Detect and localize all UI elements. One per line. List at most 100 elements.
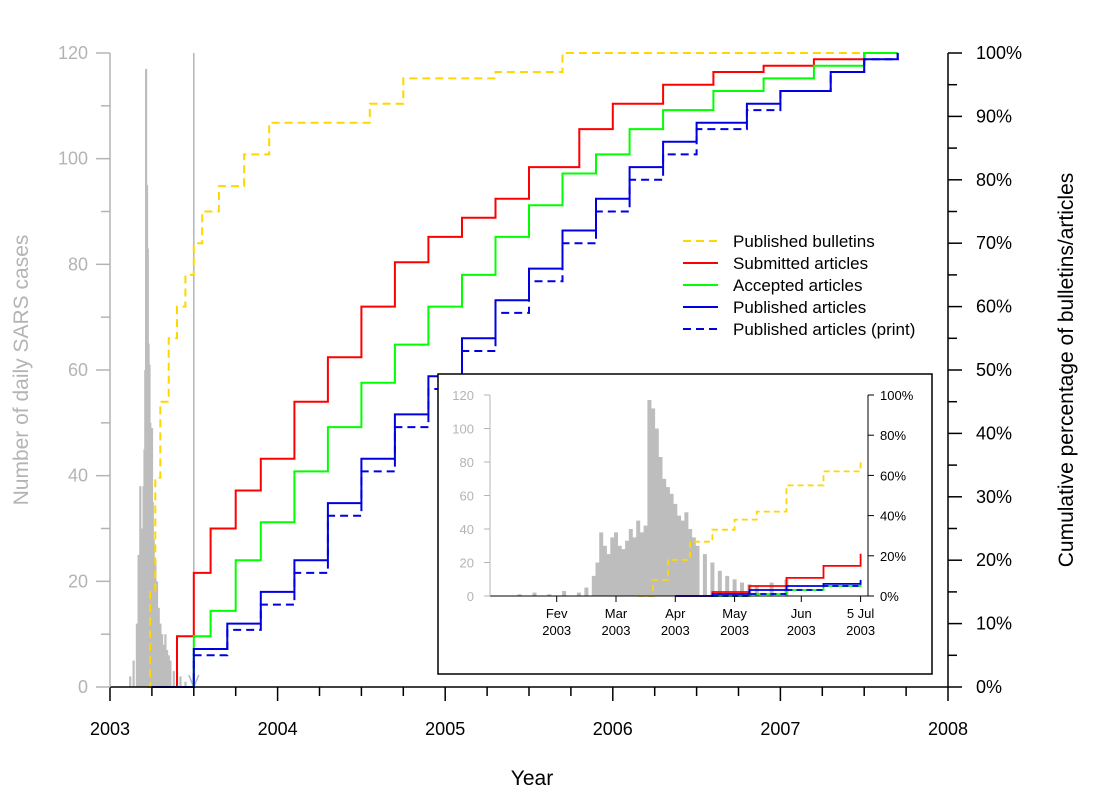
daily-case-bar <box>139 486 142 687</box>
y-right-tick-label: 60% <box>976 297 1012 317</box>
legend-label: Submitted articles <box>733 254 868 273</box>
series-line <box>146 52 898 688</box>
y-left-tick-label: 120 <box>58 43 88 63</box>
inset-daily-case-bar <box>599 532 604 596</box>
inset-daily-case-bar <box>691 537 696 596</box>
inset-x-tick-label: Jun <box>791 606 812 621</box>
inset-daily-case-bar <box>740 582 744 596</box>
inset-daily-case-bar <box>658 457 663 596</box>
inset-daily-case-bar <box>688 529 693 596</box>
daily-case-bar <box>137 554 140 687</box>
inset-x-tick-year: 2003 <box>720 623 749 638</box>
inset-daily-case-bar <box>717 570 722 596</box>
inset-daily-case-bar <box>662 478 667 597</box>
inset-x-tick-year: 2003 <box>542 623 571 638</box>
daily-case-bar <box>132 660 135 687</box>
inset-daily-case-bar <box>643 525 648 596</box>
inset-daily-case-bar <box>621 549 626 596</box>
inset-x-tick-year: 2003 <box>787 623 816 638</box>
y-right-tick-label: 80% <box>976 170 1012 190</box>
y-left-tick-label: 100 <box>58 149 88 169</box>
y-right-tick-label: 40% <box>976 423 1012 443</box>
y-right-tick-label: 0% <box>976 677 1002 697</box>
y-left-tick-label: 0 <box>78 677 88 697</box>
main-plot: 2003 2004 2005 2006 2007 20080204060801001200… <box>58 43 1022 739</box>
inset-daily-case-bar <box>677 515 681 596</box>
series-line <box>160 52 898 688</box>
inset-y-right-tick-label: 100% <box>880 388 914 403</box>
inset-daily-case-bar <box>680 520 685 596</box>
inset-daily-case-bar <box>665 487 670 596</box>
inset-y-left-tick-label: 100 <box>452 422 474 437</box>
daily-case-bar <box>154 560 157 687</box>
inset-x-tick-label: Apr <box>665 606 686 621</box>
legend-label: Published bulletins <box>733 232 875 251</box>
x-tick-label: 2005 <box>425 719 465 739</box>
y-left-tick-label: 40 <box>68 466 88 486</box>
inset-daily-case-bar <box>754 586 759 596</box>
inset-series-line <box>638 461 862 597</box>
inset-daily-case-bar <box>610 537 615 596</box>
daily-case-bar <box>140 528 143 687</box>
inset-daily-case-bar <box>591 575 596 596</box>
daily-case-bar <box>179 676 182 687</box>
inset-daily-case-bar <box>617 545 622 597</box>
legend-label: Published articles (print) <box>733 320 915 339</box>
daily-case-bar <box>172 671 175 687</box>
inset-y-right-tick-label: 0% <box>880 589 899 604</box>
inset-x-tick-label: Mar <box>605 606 628 621</box>
daily-case-bar <box>162 644 165 687</box>
daily-case-bar <box>152 539 155 687</box>
inset-daily-case-bar <box>673 503 678 596</box>
y-right-tick-label: 50% <box>976 360 1012 380</box>
daily-case-bar <box>161 634 164 687</box>
x-tick-label: 2003 <box>90 719 130 739</box>
inset-x-tick-year: 2003 <box>846 623 875 638</box>
inset-daily-case-bar <box>628 529 633 596</box>
inset-daily-case-bar <box>606 554 611 596</box>
y-right-tick-label: 10% <box>976 614 1012 634</box>
daily-case-bar <box>166 650 169 687</box>
legend-label: Published articles <box>733 298 866 317</box>
inset-plot: Fev 2003 Mar 2003 Apr 2003 May 2003 Jun 2003 5 Jul… <box>437 373 933 675</box>
daily-case-bar <box>155 581 159 687</box>
inset-daily-case-bar <box>669 493 674 596</box>
y-right-tick-label: 30% <box>976 487 1012 507</box>
daily-case-bar <box>135 623 138 687</box>
daily-case-bar <box>169 660 172 687</box>
inset-y-left-tick-label: 60 <box>460 489 474 504</box>
inset-daily-case-bar <box>636 520 641 596</box>
inset-y-left-tick-label: 80 <box>460 455 474 470</box>
inset-x-tick-year: 2003 <box>602 623 631 638</box>
inset-y-left-tick-label: 40 <box>460 522 474 537</box>
daily-case-bar <box>157 607 160 688</box>
inset-daily-case-bar <box>710 562 715 596</box>
daily-case-bar <box>167 655 170 687</box>
x-axis-label: Year <box>511 767 553 790</box>
inset-series-line <box>712 581 862 597</box>
y-right-tick-label: 70% <box>976 233 1012 253</box>
y-left-tick-label: 20 <box>68 571 88 591</box>
inset-daily-case-bar <box>602 545 607 597</box>
inset-daily-case-bar <box>647 400 652 596</box>
inset-daily-case-bar <box>725 575 730 596</box>
series-line <box>151 52 898 688</box>
inset-daily-case-bar <box>576 592 581 596</box>
x-tick-label: 2004 <box>258 719 298 739</box>
inset-daily-case-bar <box>562 591 567 596</box>
inset-x-tick-label: May <box>722 606 747 621</box>
daily-case-bar <box>129 676 132 687</box>
inset-daily-case-bar <box>695 545 700 597</box>
y-axis-left-label: Number of daily SARS cases <box>10 235 33 506</box>
inset-y-left-tick-label: 20 <box>460 556 474 571</box>
inset-daily-case-bar <box>632 537 637 596</box>
inset-daily-case-bar <box>584 587 589 596</box>
y-right-tick-label: 20% <box>976 550 1012 570</box>
inset-daily-case-bar <box>651 408 656 596</box>
inset-x-tick-label: Fev <box>546 606 568 621</box>
inset-y-left-tick-label: 0 <box>467 589 474 604</box>
y-axis-right-label: Cumulative percentage of bulletins/artic… <box>1055 173 1078 568</box>
inset-daily-case-bar <box>625 540 630 596</box>
inset-daily-case-bar <box>639 532 644 596</box>
